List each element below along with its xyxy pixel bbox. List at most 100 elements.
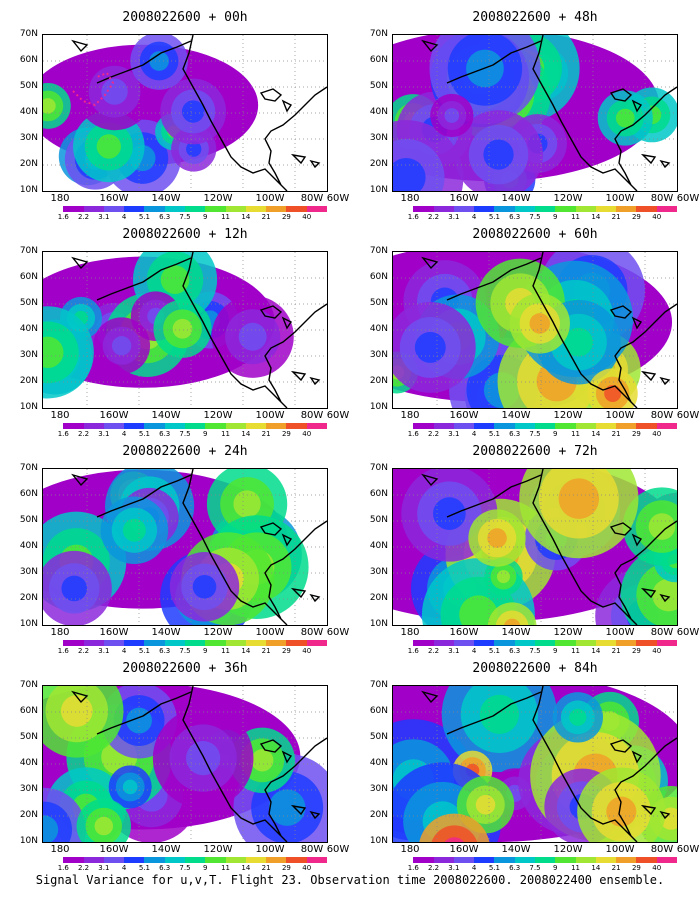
colorbar-swatch: [433, 640, 454, 646]
latitude-tick-label: 50N: [369, 732, 388, 742]
variance-contour: [111, 336, 132, 356]
colorbar-swatch: [306, 640, 327, 646]
colorbar-swatch: [205, 857, 226, 863]
latitude-tick-label: 20N: [19, 376, 38, 386]
variance-contour: [192, 574, 217, 599]
colorbar-swatch: [83, 640, 104, 646]
colorbar-tick-label: 40: [652, 213, 662, 221]
longitude-tick-label: 120W: [203, 844, 233, 855]
variance-contour: [60, 695, 93, 727]
colorbar-swatch: [164, 857, 185, 863]
colorbar-tick-label: 5.1: [138, 647, 150, 655]
map-canvas: [393, 469, 677, 625]
longitude-tick-label: 80W: [650, 410, 674, 421]
colorbar-swatch: [575, 206, 596, 212]
colorbar-tick-label: 21: [261, 864, 271, 872]
colorbar-swatch: [103, 206, 125, 212]
colorbar-swatch: [494, 640, 515, 646]
colorbar-tick-label: 40: [652, 647, 662, 655]
longitude-tick-label: 100W: [255, 844, 285, 855]
colorbar: [393, 857, 677, 863]
islands: [71, 256, 321, 386]
colorbar-swatch: [245, 206, 267, 212]
colorbar-swatch: [306, 423, 327, 429]
colorbar-swatch: [103, 857, 125, 863]
longitude-tick-label: 160W: [449, 410, 479, 421]
variance-contour: [172, 318, 193, 339]
variance-contour: [61, 575, 88, 602]
coastline: [182, 686, 327, 842]
colorbar-swatch: [474, 640, 495, 646]
variance-shading: [43, 252, 294, 399]
colorbar-swatch: [514, 857, 535, 863]
variance-contour: [615, 108, 635, 128]
colorbar-swatch: [164, 640, 185, 646]
colorbar-swatch: [474, 857, 495, 863]
map-canvas: [43, 35, 327, 191]
variance-shading: [43, 686, 327, 842]
variance-map: [42, 34, 328, 192]
variance-contour: [433, 497, 466, 530]
variance-contour: [94, 816, 114, 836]
colorbar-tick-label: 3.1: [98, 430, 110, 438]
colorbar-tick-label: 29: [281, 430, 291, 438]
alaska-coastline: [96, 257, 192, 301]
longitude-tick-label: 120W: [553, 844, 583, 855]
latitude-tick-label: 10N: [19, 836, 38, 846]
colorbar-tick-label: 9: [553, 864, 558, 872]
latitude-tick-label: 50N: [369, 298, 388, 308]
variance-contour: [251, 749, 274, 772]
colorbar-tick-label: 4: [121, 647, 127, 655]
colorbar-swatch: [63, 640, 84, 646]
colorbar-tick-label: 9: [553, 430, 558, 438]
latitude-tick-label: 60N: [19, 272, 38, 282]
colorbar-tick-label: 21: [261, 213, 271, 221]
panel-title: 2008022600 + 36h: [122, 661, 248, 676]
colorbar-tick-label: 21: [611, 213, 621, 221]
variance-contour: [504, 618, 521, 625]
longitude-tick-label: 60W: [326, 193, 350, 204]
latitude-tick-label: 40N: [369, 324, 388, 334]
colorbar-tick-label: 21: [611, 647, 621, 655]
colorbar-swatch: [63, 857, 84, 863]
great-lakes: [609, 305, 643, 330]
variance-map: [392, 468, 678, 626]
colorbar-tick-label: 1.6: [57, 213, 69, 221]
colorbar-tick-label: 14: [591, 647, 601, 655]
islands: [421, 473, 671, 603]
colorbar-tick-label: 29: [281, 647, 291, 655]
islands: [71, 473, 321, 603]
colorbar-swatch: [474, 423, 495, 429]
colorbar-tick-label: 9: [203, 430, 208, 438]
variance-contour: [558, 478, 600, 519]
colorbar-swatch: [636, 206, 657, 212]
islands: [421, 690, 671, 820]
latitude-tick-label: 70N: [19, 463, 38, 473]
colorbar-swatch: [393, 206, 414, 212]
great-lakes: [609, 88, 643, 113]
longitude-tick-label: 180: [50, 193, 70, 204]
great-lakes: [609, 739, 643, 764]
colorbar-tick-label: 6.3: [159, 647, 171, 655]
colorbar-tick-label: 14: [591, 430, 601, 438]
latitude-tick-label: 60N: [369, 489, 388, 499]
coastline: [532, 252, 677, 408]
colorbar-tick-label: 2.2: [77, 213, 90, 221]
variance-contour: [181, 100, 205, 123]
colorbar-tick-label: 1.6: [407, 864, 419, 872]
latitude-tick-label: 70N: [369, 246, 388, 256]
colorbar-swatch: [616, 423, 637, 429]
latitude-tick-label: 50N: [19, 298, 38, 308]
colorbar: [393, 206, 677, 212]
colorbar: [393, 640, 677, 646]
variance-contour: [483, 139, 514, 170]
colorbar-swatch: [124, 640, 145, 646]
longitude-tick-label: 80W: [300, 410, 324, 421]
colorbar-swatch: [595, 206, 617, 212]
colorbar-swatch: [63, 206, 84, 212]
colorbar-tick-label: 11: [221, 647, 231, 655]
colorbar-swatch: [286, 423, 307, 429]
colorbar-swatch: [205, 206, 226, 212]
colorbar-tick-label: 4: [121, 864, 127, 872]
panel-title: 2008022600 + 24h: [122, 444, 248, 459]
